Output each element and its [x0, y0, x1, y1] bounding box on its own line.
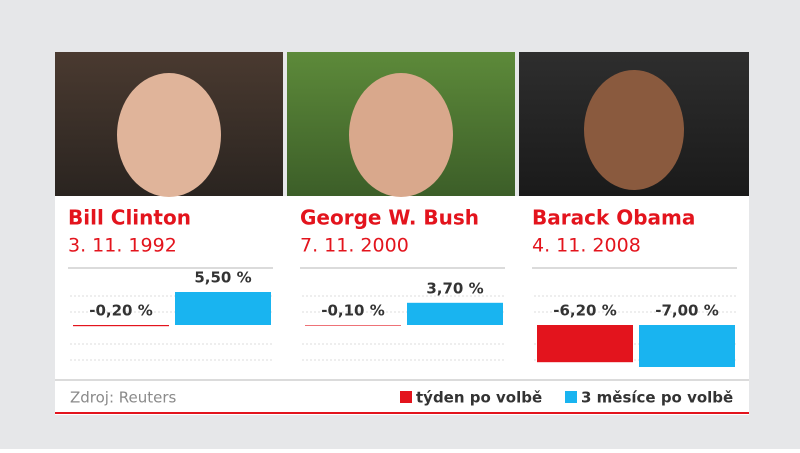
value-label: -0,10 %	[321, 302, 385, 320]
source: Zdroj: Reuters	[70, 389, 177, 407]
face	[349, 73, 453, 197]
bar	[407, 302, 503, 325]
chart-title: Bill Clinton	[68, 206, 191, 230]
face	[584, 70, 684, 190]
bar	[537, 325, 633, 363]
value-label: -0,20 %	[89, 302, 153, 320]
legend-label: týden po volbě	[416, 389, 542, 407]
legend-label: 3 měsíce po volbě	[581, 389, 733, 407]
value-label: -7,00 %	[655, 302, 719, 320]
panel	[55, 196, 749, 415]
value-label: 3,70 %	[426, 279, 483, 297]
bar	[639, 325, 735, 367]
legend-swatch	[565, 391, 577, 403]
face	[117, 73, 221, 197]
chart-subtitle: 3. 11. 1992	[68, 235, 177, 257]
value-label: -6,20 %	[553, 302, 617, 320]
bar	[175, 292, 271, 325]
value-label: 5,50 %	[194, 269, 251, 287]
legend-swatch	[400, 391, 412, 403]
chart-subtitle: 4. 11. 2008	[532, 235, 641, 257]
bar	[305, 325, 401, 326]
bar	[73, 325, 169, 327]
chart-title: George W. Bush	[300, 206, 479, 230]
chart-subtitle: 7. 11. 2000	[300, 235, 409, 257]
chart-title: Barack Obama	[532, 206, 695, 230]
